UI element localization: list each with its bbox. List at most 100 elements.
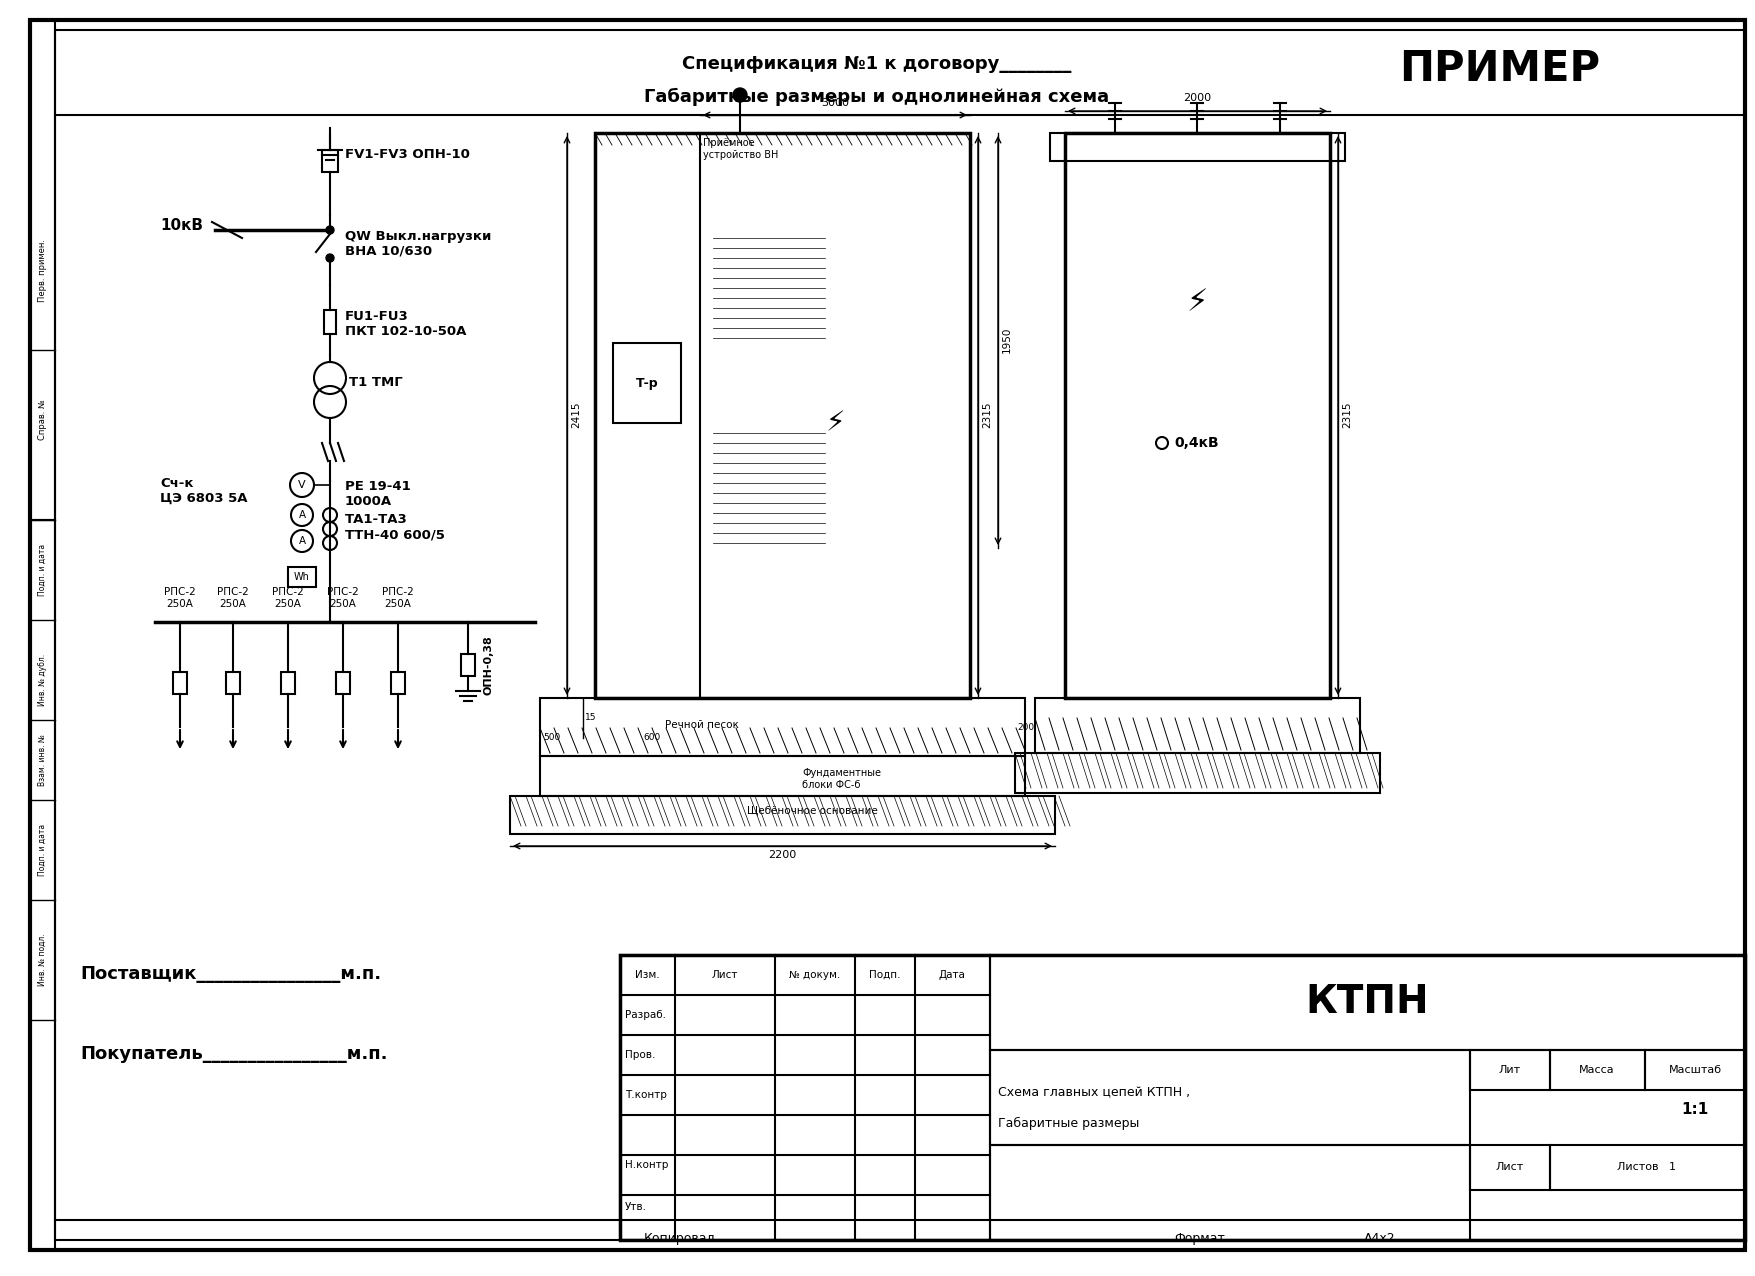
Text: T1 ТМГ: T1 ТМГ <box>349 376 402 389</box>
Bar <box>620 954 1744 1240</box>
Text: Подп. и дата: Подп. и дата <box>37 544 46 596</box>
Text: РПС-2
250А: РПС-2 250А <box>383 587 414 609</box>
Text: № докум.: № докум. <box>790 970 841 980</box>
Bar <box>1035 698 1360 753</box>
Text: 600: 600 <box>642 734 660 743</box>
Text: Лит: Лит <box>1499 1065 1522 1074</box>
Text: Приёмное
устройство ВН: Приёмное устройство ВН <box>704 138 779 160</box>
Text: ⚡: ⚡ <box>1186 288 1207 318</box>
Text: FV1-FV3 ОПН-10: FV1-FV3 ОПН-10 <box>346 148 470 161</box>
Text: 2200: 2200 <box>769 850 797 860</box>
Text: 2315: 2315 <box>1343 402 1351 429</box>
Bar <box>1550 1145 1744 1191</box>
Bar <box>1550 1050 1644 1090</box>
Text: Речной песок: Речной песок <box>665 720 739 730</box>
Text: A: A <box>298 510 305 521</box>
Text: Листов   1: Листов 1 <box>1618 1162 1676 1171</box>
Text: QW Выкл.нагрузки
ВНА 10/630: QW Выкл.нагрузки ВНА 10/630 <box>346 230 491 258</box>
Text: 2415: 2415 <box>570 402 581 429</box>
Bar <box>990 1145 1471 1240</box>
Bar <box>335 672 349 694</box>
Text: ТА1-ТА3
ТТН-40 600/5: ТА1-ТА3 ТТН-40 600/5 <box>346 513 444 541</box>
Circle shape <box>326 226 333 234</box>
Bar <box>325 310 335 334</box>
Bar <box>1471 1050 1550 1090</box>
Text: Масса: Масса <box>1580 1065 1615 1074</box>
Text: РЕ 19-41
1000А: РЕ 19-41 1000А <box>346 480 411 508</box>
Text: Wh: Wh <box>295 572 311 582</box>
Text: Подп. и дата: Подп. и дата <box>37 824 46 877</box>
Text: РПС-2
250А: РПС-2 250А <box>165 587 197 609</box>
Text: Подп.: Подп. <box>869 970 900 980</box>
Text: 1:1: 1:1 <box>1681 1102 1709 1118</box>
Text: 2000: 2000 <box>1183 93 1211 103</box>
Text: 10кВ: 10кВ <box>160 218 204 234</box>
Text: FU1-FU3
ПКТ 102-10-50А: FU1-FU3 ПКТ 102-10-50А <box>346 310 467 338</box>
Text: Формат: Формат <box>1174 1233 1225 1245</box>
Text: РПС-2
250А: РПС-2 250А <box>218 587 249 609</box>
Text: Дата: Дата <box>939 970 965 980</box>
Text: Н.контр: Н.контр <box>625 1160 669 1170</box>
Text: Габаритные размеры и однолинейная схема: Габаритные размеры и однолинейная схема <box>644 88 1109 106</box>
Text: Разраб.: Разраб. <box>625 1011 665 1020</box>
Text: Инв. № подл.: Инв. № подл. <box>37 934 46 986</box>
Text: ⚡: ⚡ <box>825 410 844 436</box>
Bar <box>990 954 1744 1050</box>
Circle shape <box>734 88 748 102</box>
Bar <box>541 755 1025 796</box>
Bar <box>612 343 681 424</box>
Text: Изм.: Изм. <box>635 970 660 980</box>
Text: Фундаментные
блоки ФС-б: Фундаментные блоки ФС-б <box>802 768 881 790</box>
Text: Инв. № дубл.: Инв. № дубл. <box>37 653 46 706</box>
Text: Покупатель________________м.п.: Покупатель________________м.п. <box>81 1045 388 1063</box>
Bar <box>321 151 339 172</box>
Text: Поставщик________________м.п.: Поставщик________________м.п. <box>81 965 381 983</box>
Bar <box>1644 1050 1744 1090</box>
Text: A: A <box>298 536 305 546</box>
Bar <box>462 655 476 676</box>
Text: Т-р: Т-р <box>635 376 658 389</box>
Text: Справ. №: Справ. № <box>37 399 46 440</box>
Bar <box>226 672 240 694</box>
Text: Сч-к
ЦЭ 6803 5А: Сч-к ЦЭ 6803 5А <box>160 477 247 505</box>
Bar <box>174 672 188 694</box>
Text: Утв.: Утв. <box>625 1202 648 1212</box>
Text: РПС-2
250А: РПС-2 250А <box>272 587 304 609</box>
Text: ОПН-0,38: ОПН-0,38 <box>484 635 493 695</box>
Text: Спецификация №1 к договору________: Спецификация №1 к договору________ <box>683 55 1072 73</box>
Text: Лист: Лист <box>713 970 739 980</box>
Bar <box>30 20 54 521</box>
Text: 500: 500 <box>542 734 560 743</box>
Text: А4х2: А4х2 <box>1364 1233 1395 1245</box>
Text: Перв. примен.: Перв. примен. <box>37 239 46 301</box>
Text: V: V <box>298 480 305 490</box>
Text: Пров.: Пров. <box>625 1050 655 1060</box>
Bar <box>288 567 316 587</box>
Bar <box>541 698 1025 755</box>
Text: 3000: 3000 <box>821 98 849 108</box>
Text: 0,4кВ: 0,4кВ <box>1174 436 1220 450</box>
Bar <box>391 672 405 694</box>
Text: КТПН: КТПН <box>1306 983 1429 1021</box>
Bar <box>1065 133 1330 698</box>
Bar <box>990 1050 1471 1145</box>
Text: Масштаб: Масштаб <box>1669 1065 1722 1074</box>
Text: Т.контр: Т.контр <box>625 1090 667 1100</box>
Text: РПС-2
250А: РПС-2 250А <box>326 587 358 609</box>
Bar <box>281 672 295 694</box>
Text: ПРИМЕР: ПРИМЕР <box>1399 48 1601 91</box>
Bar <box>595 133 971 698</box>
Text: Взам. инв. №: Взам. инв. № <box>37 734 46 786</box>
Text: Габаритные размеры: Габаритные размеры <box>999 1116 1139 1129</box>
Text: 2315: 2315 <box>983 402 992 429</box>
Text: Лист: Лист <box>1495 1162 1523 1171</box>
Text: Щебёночное основание: Щебёночное основание <box>746 805 878 815</box>
Bar <box>1014 753 1379 792</box>
Bar <box>1471 1145 1550 1191</box>
Text: 200: 200 <box>1016 723 1034 732</box>
Bar <box>30 521 54 1250</box>
Circle shape <box>326 254 333 262</box>
Text: 1950: 1950 <box>1002 327 1013 353</box>
Text: 15: 15 <box>584 713 597 722</box>
Text: Копировал: Копировал <box>644 1233 716 1245</box>
